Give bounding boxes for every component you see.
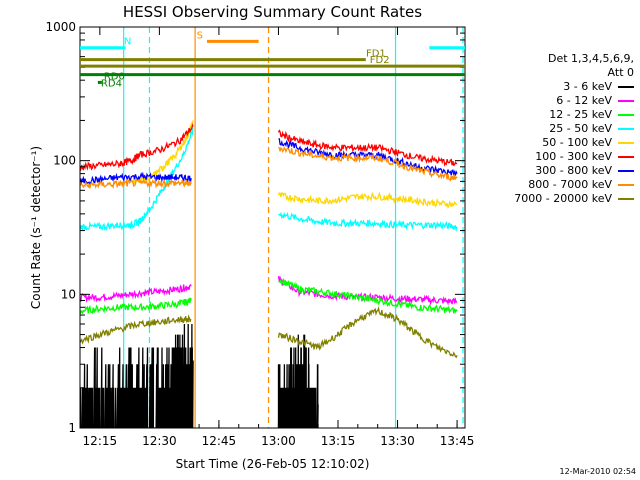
legend-swatch (618, 128, 634, 130)
legend-header-2: Att 0 (607, 66, 634, 79)
y-tick-label: 1000 (45, 20, 76, 34)
series-line (278, 138, 458, 177)
legend-swatch (618, 86, 634, 88)
x-tick-label: 13:15 (321, 434, 356, 448)
series-line (80, 284, 192, 303)
flag-bar-label: FD1 (366, 49, 386, 60)
legend-label: 50 - 100 keV (542, 136, 612, 149)
series-line (80, 314, 192, 345)
series-line (277, 146, 458, 182)
legend-label: 100 - 300 keV (535, 150, 612, 163)
legend-entry: 800 - 7000 keV (514, 178, 634, 192)
legend-entry: 7000 - 20000 keV (514, 192, 634, 206)
legend-label: 800 - 7000 keV (528, 178, 612, 191)
legend-entry: 300 - 800 keV (514, 164, 634, 178)
flag-bar-label: FD2 (370, 55, 390, 66)
legend-entry: 50 - 100 keV (514, 136, 634, 150)
legend-label: 300 - 800 keV (535, 164, 612, 177)
flag-bar-label: N (124, 37, 131, 48)
x-axis-label: Start Time (26-Feb-05 12:10:02) (176, 457, 370, 471)
y-tick-label: 10 (61, 287, 76, 301)
x-tick-label: 12:15 (83, 434, 118, 448)
x-tick-label: 13:30 (380, 434, 415, 448)
series-line (80, 171, 192, 186)
legend-swatch (618, 184, 634, 186)
y-tick-label: 1 (68, 421, 76, 435)
legend-swatch (618, 170, 634, 172)
x-tick-label: 12:45 (202, 434, 237, 448)
legend-header-1: Det 1,3,4,5,6,9, (547, 52, 634, 65)
series-line (278, 211, 458, 233)
series-line (277, 305, 458, 359)
chart-legend: Det 1,3,4,5,6,9, Att 0 3 - 6 keV 6 - 12 k… (514, 52, 634, 206)
series-line (80, 127, 194, 231)
series-line (277, 191, 458, 209)
y-axis-label: Count Rate (s⁻¹ detector⁻¹) (29, 146, 43, 309)
legend-swatch (618, 198, 634, 200)
chart-title: HESSI Observing Summary Count Rates (123, 3, 422, 21)
flag-bar-label: RD4 (101, 79, 122, 90)
legend-label: 7000 - 20000 keV (514, 192, 612, 205)
legend-label: 3 - 6 keV (563, 80, 612, 93)
y-tick-label: 100 (53, 154, 76, 168)
legend-entry: 100 - 300 keV (514, 150, 634, 164)
legend-label: 12 - 25 keV (549, 108, 612, 121)
legend-label: 25 - 50 keV (549, 122, 612, 135)
series-line (80, 323, 194, 428)
series-line (277, 129, 458, 167)
legend-entry: 12 - 25 keV (514, 108, 634, 122)
series-line (80, 123, 194, 172)
legend-label: 6 - 12 keV (556, 94, 612, 107)
x-tick-label: 12:30 (142, 434, 177, 448)
legend-swatch (618, 156, 634, 158)
legend-entry: 25 - 50 keV (514, 122, 634, 136)
series-line (278, 277, 458, 314)
legend-swatch (618, 100, 634, 102)
plot-frame (79, 26, 466, 429)
flag-bar-label: S (197, 30, 203, 41)
flag-bar-label: RD0 (104, 71, 125, 82)
footer-timestamp: 12-Mar-2010 02:54 (559, 467, 637, 476)
series-line (80, 177, 192, 190)
series-line (80, 297, 192, 315)
x-tick-label: 13:00 (261, 434, 296, 448)
x-tick-label: 13:45 (440, 434, 475, 448)
legend-swatch (618, 142, 634, 144)
legend-swatch (618, 114, 634, 116)
series-line (277, 334, 319, 428)
legend-entry: 6 - 12 keV (514, 94, 634, 108)
legend-entry: 3 - 6 keV (514, 80, 634, 94)
